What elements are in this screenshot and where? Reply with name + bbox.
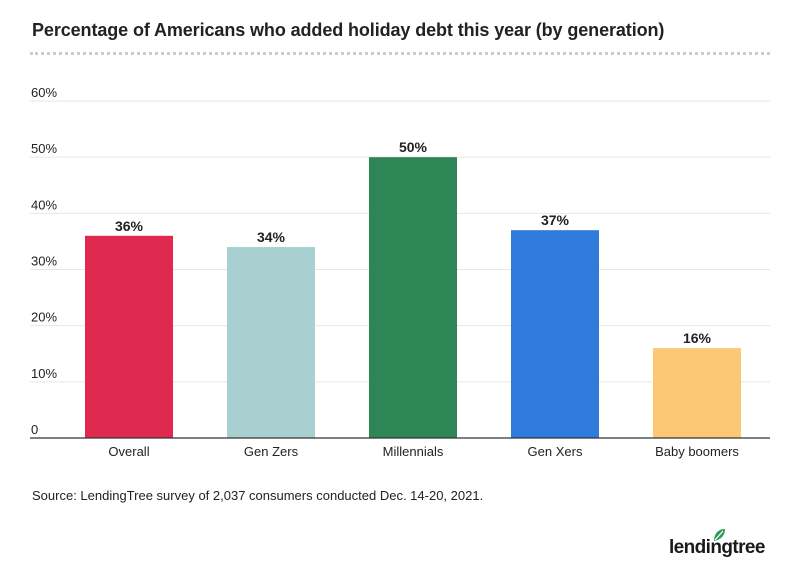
bars — [85, 157, 741, 438]
category-labels: Overall Gen Zers Millennials Gen Xers Baby b… — [108, 444, 739, 459]
y-tick-label: 30% — [31, 254, 57, 269]
category-label: Gen Xers — [528, 444, 583, 459]
y-tick-label: 10% — [31, 366, 57, 381]
lendingtree-logo: lendingtree — [669, 528, 771, 562]
bar-baby-boomers — [653, 348, 741, 438]
category-label: Overall — [108, 444, 149, 459]
leaf-icon — [714, 529, 725, 541]
category-label: Gen Zers — [244, 444, 299, 459]
bar-chart: 0 10% 20% 30% 40% 50% 60% 36% 34% 50% 37% 16% Over… — [30, 85, 770, 459]
y-tick-label: 0 — [31, 422, 38, 437]
category-label: Millennials — [383, 444, 444, 459]
y-tick-label: 20% — [31, 310, 57, 325]
data-label: 16% — [683, 330, 712, 346]
chart-title: Percentage of Americans who added holida… — [32, 20, 665, 40]
category-label: Baby boomers — [655, 444, 739, 459]
bar-overall — [85, 235, 173, 438]
data-label: 50% — [399, 139, 428, 155]
y-tick-label: 40% — [31, 197, 57, 212]
bar-gen-xers — [511, 230, 599, 438]
logo-text: lendingtree — [669, 537, 765, 558]
data-label: 34% — [257, 229, 286, 245]
bar-gen-zers — [227, 247, 315, 438]
data-label: 36% — [115, 218, 144, 234]
title-divider — [30, 52, 770, 55]
y-tick-labels: 0 10% 20% 30% 40% 50% 60% — [31, 85, 57, 437]
source-note: Source: LendingTree survey of 2,037 cons… — [32, 488, 484, 503]
y-tick-label: 50% — [31, 141, 57, 156]
data-labels: 36% 34% 50% 37% 16% — [115, 139, 712, 346]
bar-millennials — [369, 157, 457, 438]
data-label: 37% — [541, 212, 570, 228]
y-tick-label: 60% — [31, 85, 57, 100]
